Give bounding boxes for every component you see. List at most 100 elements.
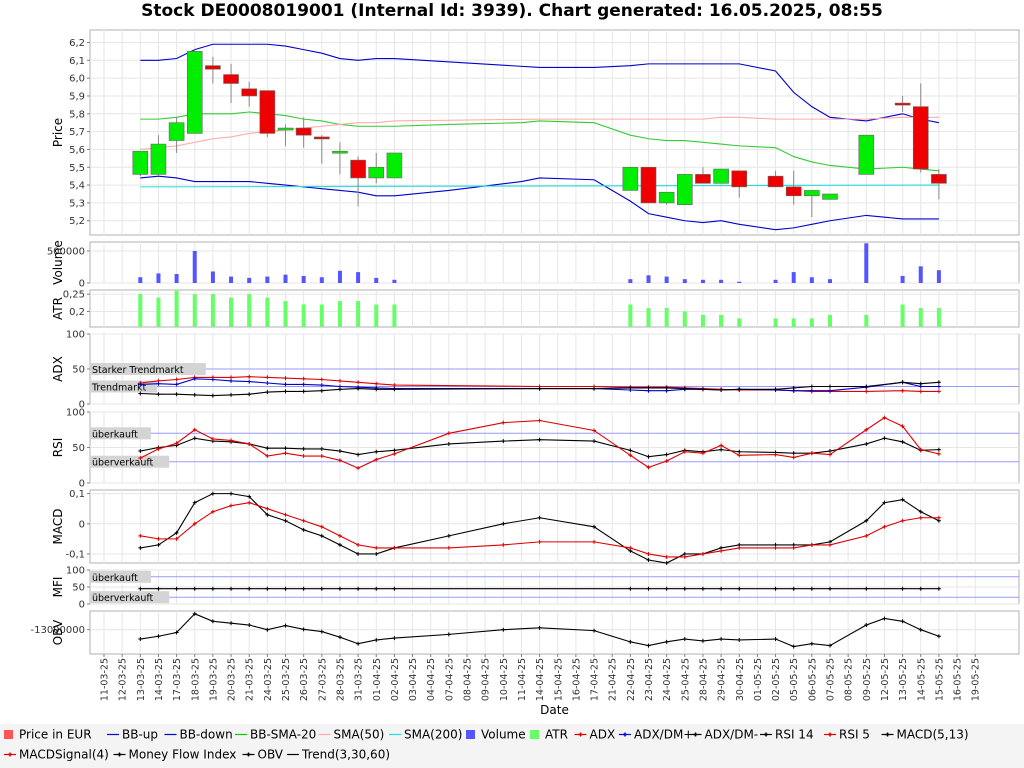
dm-minus-line-point — [319, 388, 324, 393]
mfi-line-point — [174, 586, 179, 591]
mfi-line-point — [247, 586, 252, 591]
dm-plus-line-point — [936, 384, 941, 389]
bb-down-line — [140, 175, 939, 231]
macd-signal-line-point — [900, 518, 905, 523]
macd-signal-line-point — [592, 539, 597, 544]
macd-signal-line-point — [392, 545, 397, 550]
volume-bar — [156, 273, 161, 283]
rsi14-line-point — [301, 446, 306, 451]
xtick-label: 21-03-25 — [245, 658, 256, 701]
macd-line-point — [646, 557, 651, 562]
mfi-line-point — [773, 586, 778, 591]
xtick-label: 16-04-25 — [571, 658, 582, 701]
adx-ytick-label: 50 — [72, 365, 85, 376]
macd-line-point — [592, 524, 597, 529]
atr-bar — [828, 314, 832, 327]
atr-bar — [628, 304, 633, 327]
mfi-axis-label: MFI — [51, 577, 65, 598]
dm-minus-line-point — [664, 385, 669, 390]
rsi-ytick-label: 50 — [72, 443, 85, 454]
candle-up — [132, 150, 149, 175]
candle-up — [676, 174, 693, 205]
price-ytick-label: 5,9 — [69, 91, 85, 102]
legend-label: Price in EUR — [19, 728, 92, 742]
dm-minus-line-point — [301, 389, 306, 394]
dm-minus-line-point — [210, 393, 215, 398]
legend-label: SMA(200) — [404, 728, 462, 742]
rsi-level-label: überverkauft — [92, 458, 154, 469]
xtick-label: 13-05-25 — [898, 658, 909, 701]
obv-ytick-label: -13000000 — [30, 625, 85, 636]
dm-plus-line-point — [828, 388, 832, 393]
candle-up — [622, 166, 639, 191]
volume-bar — [719, 279, 724, 283]
volume-axis-label: Volume — [51, 240, 65, 285]
legend-label: RSI 14 — [775, 728, 814, 742]
rsi5-line-point — [737, 453, 742, 458]
xtick-label: 07-05-25 — [826, 658, 837, 701]
atr-bar — [392, 304, 397, 327]
rsi5-line-point — [828, 452, 832, 457]
xtick-label: 04-04-25 — [426, 658, 437, 701]
macd-signal-line-point — [283, 512, 288, 517]
price-ytick-label: 5,2 — [69, 216, 85, 227]
dm-minus-line-point — [936, 380, 941, 385]
atr-bar — [138, 294, 143, 327]
rsi14-line-point — [936, 447, 941, 452]
xtick-label: 27-03-25 — [317, 658, 328, 701]
candle-up — [804, 190, 820, 197]
atr-bar — [864, 314, 869, 327]
obv-line-point — [392, 636, 397, 641]
candle-down — [295, 127, 312, 136]
xtick-label: 08-04-25 — [463, 658, 474, 701]
dm-minus-line-point — [700, 387, 705, 392]
legend-swatch — [466, 730, 475, 739]
rsi-axis-label: RSI — [51, 438, 65, 458]
obv-line-point — [265, 627, 270, 632]
dm-minus-line-point — [809, 384, 814, 389]
adx-line-point — [283, 376, 288, 381]
candle-down — [931, 174, 947, 184]
atr-bar — [174, 290, 179, 327]
adx-line-point — [936, 389, 941, 394]
macd-axis-label: MACD — [51, 509, 65, 545]
xtick-label: 05-05-25 — [789, 658, 800, 701]
dm-minus-line-point — [773, 387, 778, 392]
rsi5-line-point — [192, 427, 197, 432]
dm-minus-line-point — [247, 392, 252, 397]
volume-bar — [174, 274, 179, 283]
atr-bar — [192, 294, 197, 327]
volume-bar — [337, 270, 342, 283]
atr-panel-frame — [89, 289, 1020, 328]
candle-down — [223, 74, 239, 84]
dm-minus-line-point — [283, 389, 288, 394]
rsi-level-label-bg — [90, 455, 170, 468]
candle-down — [731, 170, 748, 188]
mfi-ytick-label: 50 — [72, 583, 85, 594]
dm-minus-line-point — [791, 385, 796, 390]
rsi5-line-point — [900, 424, 905, 429]
rsi14-line-point — [192, 436, 197, 441]
macd-line-point — [319, 533, 324, 538]
legend-label: MACDSignal(4) — [19, 748, 109, 762]
rsi5-line-point — [936, 451, 941, 456]
macd-signal-line-point — [828, 542, 832, 547]
adx-line-point — [174, 377, 179, 382]
adx-line-point — [864, 389, 869, 394]
macd-signal-line-point — [337, 533, 342, 538]
macd-signal-line-point — [374, 545, 379, 550]
obv-line-point — [664, 639, 669, 644]
candle-up — [168, 122, 185, 141]
candle-down — [241, 88, 257, 97]
rsi5-line-point — [864, 427, 869, 432]
rsi5-line-point — [882, 415, 887, 420]
macd-signal-line-point — [446, 545, 451, 550]
obv-line-point — [319, 629, 324, 634]
xtick-label: 28-03-25 — [335, 658, 346, 701]
volume-bar — [918, 266, 923, 283]
rsi5-line-point — [210, 436, 215, 441]
volume-bar — [900, 275, 905, 283]
obv-line-point — [809, 641, 814, 646]
volume-bar — [192, 250, 197, 283]
